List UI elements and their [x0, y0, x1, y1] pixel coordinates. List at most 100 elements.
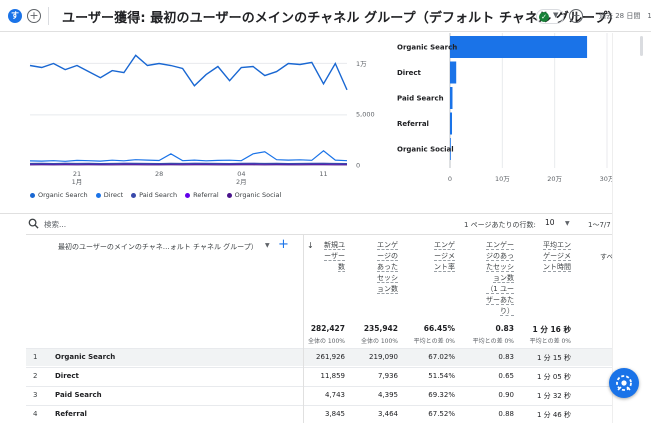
insights-icon: [616, 375, 632, 391]
legend-label: Organic Search: [38, 191, 88, 199]
row-metric-value: 0.65: [498, 372, 514, 380]
row-metric-value: 1 分 05 秒: [536, 373, 571, 381]
sort-descending-icon[interactable]: ↓: [307, 241, 314, 250]
bar: [450, 61, 457, 84]
legend-label: Paid Search: [139, 191, 178, 199]
scrollbar-thumb[interactable]: [640, 36, 643, 56]
x-tick-day: 04: [237, 170, 245, 178]
row-index: 3: [33, 391, 38, 399]
row-index: 1: [33, 353, 38, 361]
metric-header-line: ジのあっ: [486, 252, 514, 260]
x-tick-day: 28: [155, 170, 163, 178]
row-metric-value: 67.02%: [428, 353, 455, 361]
row-dimension-value: Referral: [55, 410, 87, 418]
row-metric-value: 1 分 15 秒: [536, 354, 571, 362]
chart-legend: Organic Search Direct Paid Search Referral O…: [30, 191, 289, 199]
bar-chart: 0 10万 20万 30万 Organic Search Direct Paid Searc…: [397, 33, 615, 183]
series-line: [29, 54, 348, 91]
metric-header-line: セッシ: [377, 274, 398, 282]
metric-column-header[interactable]: エンゲ ージの あった セッシ ョン数: [354, 240, 398, 295]
bar: [450, 138, 451, 160]
total-value: 235,942: [363, 324, 398, 333]
legend-label: Organic Social: [234, 191, 282, 199]
total-value: 282,427: [310, 324, 345, 333]
row-metric-value: 3,845: [324, 410, 345, 418]
bar: [450, 87, 453, 109]
metric-header-line: り）: [500, 307, 514, 315]
x-tick-day: 11: [319, 170, 327, 178]
metric-header-line: （1 ユー: [486, 285, 514, 293]
page-title: ユーザー獲得: 最初のユーザーのメインのチャネル グループ（デフォルト チャネル…: [62, 11, 621, 26]
row-metric-value: 0.83: [498, 353, 514, 361]
chevron-down-icon[interactable]: ▼: [265, 242, 270, 249]
account-avatar[interactable]: す: [8, 9, 22, 23]
row-index: 4: [33, 410, 38, 418]
table-row[interactable]: 3 Paid Search 4,743 4,395 69.32% 0.90 1 分 32 秒: [26, 386, 612, 404]
row-metric-value: 1 分 32 秒: [536, 392, 571, 400]
row-dimension-value: Paid Search: [55, 391, 102, 399]
scrollbar-track[interactable]: [612, 33, 651, 423]
x-tick-month: 1月: [72, 178, 83, 186]
series-line: [29, 150, 348, 162]
dimension-column-header[interactable]: 最初のユーザーのメインのチャネ…ォルト チャネル グループ）: [58, 243, 258, 251]
metric-header-line: ント時間: [543, 263, 571, 271]
metric-header-line: ント率: [434, 263, 455, 271]
rows-per-page-select[interactable]: 10 ▼: [545, 218, 570, 227]
row-metric-value: 4,395: [377, 391, 398, 399]
table-row[interactable]: 1 Organic Search 261,926 219,090 67.02% 0.83 1…: [26, 348, 612, 366]
row-metric-value: 0.90: [498, 391, 514, 399]
row-metric-value: 3,464: [377, 410, 398, 418]
total-subtext: 全体の 100%: [360, 338, 398, 345]
add-comparison-button[interactable]: +: [569, 9, 583, 23]
total-subtext: 全体の 100%: [307, 338, 345, 345]
divider: [26, 234, 612, 235]
metric-header-line: ージメ: [434, 252, 455, 260]
bar-category-label: Direct: [397, 69, 422, 77]
legend-item: Organic Search: [30, 191, 88, 199]
status-dropdown[interactable]: ✓ ▼: [536, 9, 564, 24]
metric-column-header[interactable]: 平均エン ゲージメ ント時間: [525, 240, 571, 273]
metric-header-line: ザーあた: [486, 296, 514, 304]
legend-item: Direct: [95, 191, 123, 199]
bar-category-label: Paid Search: [397, 95, 444, 103]
metric-column-header[interactable]: エンゲージのあったセッション数 （1 ユーザーあたり）: [468, 240, 514, 317]
row-metric-value: 1 分 46 秒: [536, 411, 571, 419]
x-tick-label: 30万: [600, 175, 615, 183]
chevron-down-icon: ▼: [553, 11, 559, 19]
metric-header-line: 新規ユ: [324, 241, 345, 249]
table-row[interactable]: 4 Referral 3,845 3,464 67.52% 0.88 1 分 46 秒: [26, 405, 612, 423]
add-dimension-button[interactable]: +: [278, 237, 289, 252]
pagination-text: 1〜7/7: [588, 221, 611, 229]
add-filter-button[interactable]: +: [27, 9, 41, 23]
x-tick-label: 0: [448, 175, 452, 183]
bar: [450, 36, 588, 58]
metric-header-line: エンゲー: [486, 241, 514, 249]
row-index: 2: [33, 372, 38, 380]
metric-column-header[interactable]: エンゲ ージメ ント率: [411, 240, 455, 273]
row-metric-value: 4,743: [324, 391, 345, 399]
metric-header-line: ージの: [377, 252, 398, 260]
date-range-selector[interactable]: 過去 28 日間 1月: [599, 12, 651, 20]
legend-item: Referral: [185, 191, 219, 199]
row-metric-value: 11,859: [320, 372, 346, 380]
x-tick-label: 10万: [495, 175, 510, 183]
column-divider: [303, 235, 304, 423]
legend-swatch: [95, 192, 101, 198]
check-circle-icon: ✓: [539, 12, 549, 22]
total-subtext: 平均との差 0%: [472, 338, 514, 345]
total-value: 0.83: [495, 324, 514, 333]
metric-header-line: ョン数: [493, 274, 514, 282]
search-icon: [28, 218, 39, 229]
metric-header-line: あった: [377, 263, 398, 271]
metric-header-line: たセッシ: [486, 263, 514, 271]
row-metric-value: 219,090: [369, 353, 398, 361]
bar-category-label: Organic Social: [397, 146, 454, 154]
search-input[interactable]: [44, 217, 244, 231]
bar: [450, 112, 453, 135]
metric-column-header[interactable]: 新規ユ ーザー数: [305, 240, 345, 273]
insights-button[interactable]: [609, 368, 639, 398]
table-toolbar: 1 ページあたりの行数: 10 ▼ 1〜7/7: [0, 214, 612, 234]
table-row[interactable]: 2 Direct 11,859 7,936 51.54% 0.65 1 分 05 秒: [26, 367, 612, 385]
row-metric-value: 261,926: [316, 353, 345, 361]
